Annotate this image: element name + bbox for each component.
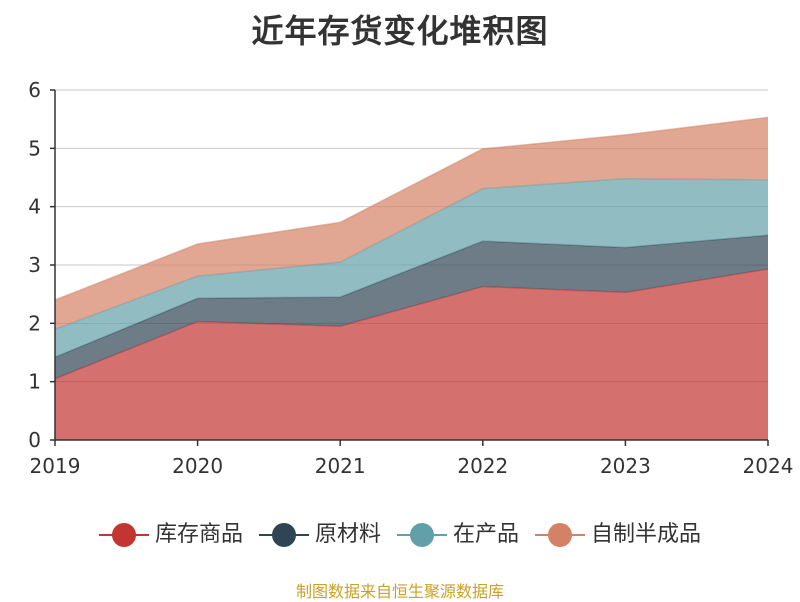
chart-title: 近年存货变化堆积图 [251,12,549,50]
legend-item-1[interactable]: 库存商品 [98,516,243,548]
area-series-2 [55,235,768,379]
x-tick-label: 2021 [315,454,366,478]
y-tick-label: 0 [28,428,41,452]
axes [50,89,769,446]
legend-swatch [258,523,309,547]
area-series-4 [55,117,768,330]
legend-label: 在产品 [453,522,520,547]
legend-label: 自制半成品 [591,522,702,547]
x-tick-label: 2022 [457,454,508,478]
legend-label: 库存商品 [154,522,243,547]
area-series-3 [55,178,768,358]
legend-item-3[interactable]: 在产品 [397,516,519,548]
y-tick-label: 1 [28,370,41,394]
x-tick-label: 2019 [30,454,81,478]
legend-swatch [397,523,447,547]
y-tick-labels: 0 1 2 3 4 5 6 [28,78,41,452]
y-tick-label: 5 [28,136,41,160]
x-tick-label: 2020 [172,454,223,478]
legend-label: 原材料 [314,522,381,547]
legend-item-2[interactable]: 原材料 [258,516,381,548]
area-series [54,116,769,440]
y-tick-label: 4 [28,195,41,219]
legend: 库存商品 原材料 在产品 自制半成品 [0,516,800,548]
data-source-note: 制图数据来自恒生聚源数据库 [295,582,504,601]
x-tick-labels: 2019 2020 2021 2022 2023 2024 [30,454,794,478]
x-tick-label: 2024 [743,454,794,478]
y-tick-label: 2 [28,311,41,335]
legend-item-4[interactable]: 自制半成品 [535,516,701,548]
legend-swatch [535,523,586,547]
area-series-1 [55,269,768,440]
series-line-4 [54,116,769,301]
y-tick-label: 6 [28,78,41,102]
legend-swatch [98,523,149,547]
x-tick-label: 2023 [600,454,651,478]
y-tick-label: 3 [28,253,41,277]
